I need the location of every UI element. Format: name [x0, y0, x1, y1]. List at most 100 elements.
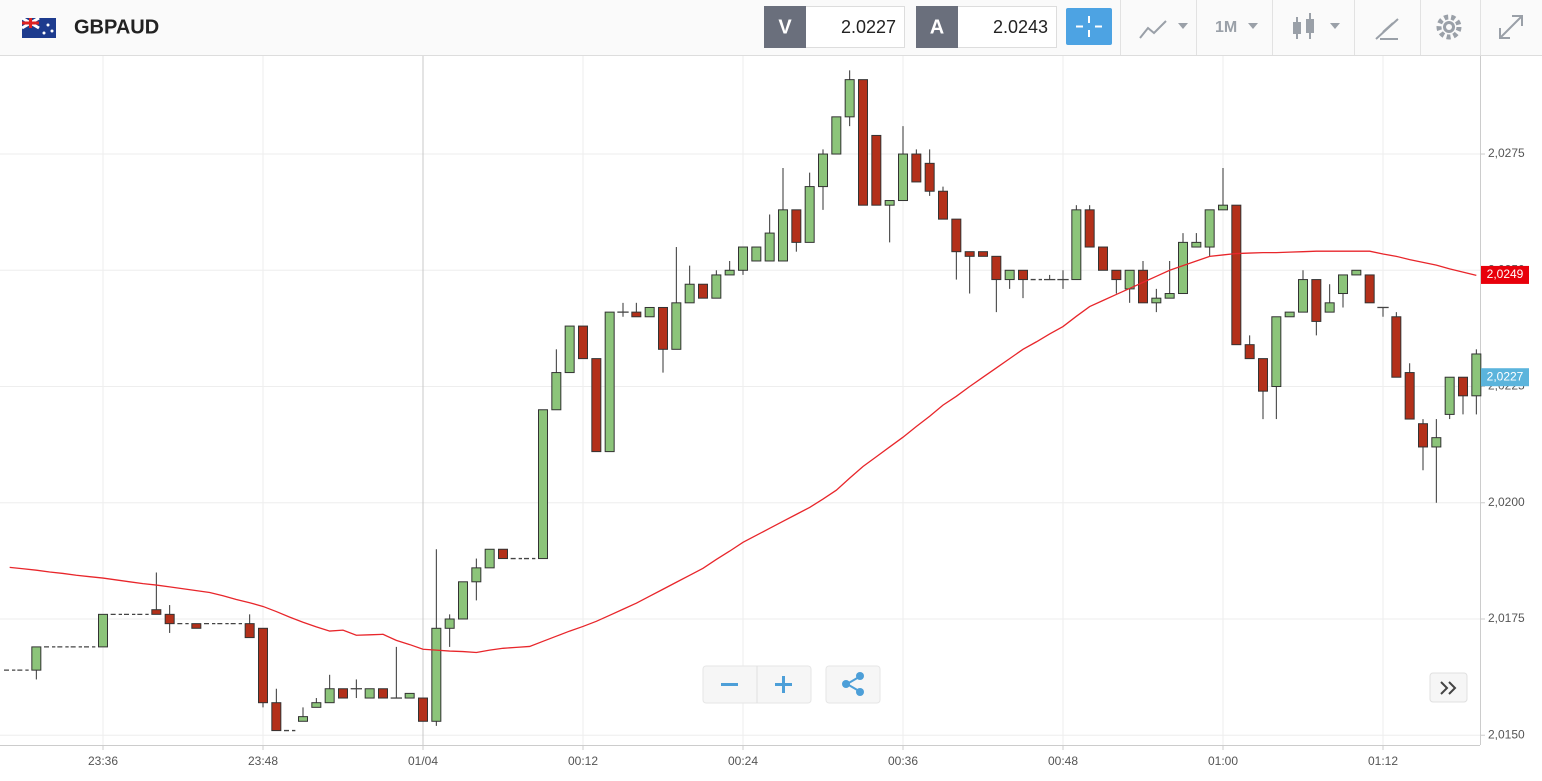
candle-body	[938, 190, 948, 220]
share-button[interactable]	[825, 665, 881, 704]
x-tick-label: 00:36	[888, 754, 918, 768]
candle-body	[831, 116, 842, 155]
candle-body	[764, 232, 775, 262]
candle-body	[1004, 269, 1015, 281]
y-tick-label: 2,0150	[1488, 727, 1525, 741]
sell-label: V	[778, 16, 792, 38]
y-tick-label: 2,0175	[1488, 611, 1525, 625]
candle-body	[271, 702, 282, 732]
candle-body	[658, 306, 668, 350]
candle-body	[1218, 204, 1228, 211]
candle-body	[564, 325, 575, 374]
candle-body	[244, 623, 255, 639]
crosshair-button[interactable]	[1066, 8, 1112, 45]
x-tick-label: 01:12	[1368, 754, 1398, 768]
candle-body	[1124, 269, 1135, 290]
candle-body	[671, 302, 682, 350]
candle-body	[1098, 246, 1108, 271]
separators	[1120, 0, 1481, 55]
timeframe[interactable]: 1M	[1215, 19, 1237, 36]
candle-body	[458, 581, 468, 620]
fullscreen-button[interactable]	[1499, 15, 1523, 39]
x-tick-label: 00:12	[568, 754, 598, 768]
settings-button[interactable]	[1436, 14, 1462, 40]
candle-body	[1244, 344, 1255, 360]
candle-body	[711, 274, 722, 299]
candle-body	[31, 646, 42, 671]
x-tick-label: 01/04	[408, 754, 438, 768]
candle-body	[724, 269, 735, 276]
candle-style-button[interactable]	[1293, 13, 1340, 39]
candle-body	[1178, 241, 1188, 295]
price-tag-label: 2,0227	[1487, 369, 1524, 383]
buy-price: 2.0243	[993, 17, 1048, 37]
candle-body	[191, 623, 202, 629]
candle-body	[858, 79, 868, 206]
candle-body	[1018, 269, 1028, 281]
candle-body	[1418, 423, 1428, 448]
candle-body	[1164, 293, 1175, 299]
candle-body	[1298, 279, 1308, 313]
candle-body	[1431, 437, 1442, 448]
candle-body	[1324, 302, 1335, 313]
candle-body	[818, 153, 828, 188]
candle-body	[1191, 241, 1202, 248]
timeframe-caret	[1248, 23, 1258, 29]
candle-body	[844, 79, 855, 118]
candle-body	[978, 251, 988, 257]
candle-body	[1111, 269, 1122, 281]
candle-body	[871, 134, 882, 206]
candle-body	[1444, 376, 1455, 415]
plot: 2,01502,01752,02002,02252,02502,027523:3…	[0, 56, 1525, 768]
candle-body	[151, 609, 162, 615]
candle-body	[431, 627, 442, 722]
drawing-button[interactable]	[1375, 18, 1399, 40]
candle-body	[311, 702, 322, 708]
candle-body	[644, 306, 655, 318]
candle-body	[538, 409, 548, 560]
candle-body	[1204, 209, 1215, 248]
candle-body	[1151, 297, 1162, 304]
candle-body	[1458, 376, 1468, 397]
candle-body	[338, 688, 348, 699]
candle-body	[1471, 353, 1482, 397]
candle-body	[898, 153, 908, 202]
price-tag	[1481, 265, 1529, 284]
x-tick-label: 23:48	[248, 754, 278, 768]
candle-body	[1284, 311, 1295, 318]
candle-body	[498, 548, 508, 560]
chart-type-button[interactable]	[1139, 20, 1188, 39]
x-tick-label: 23:36	[88, 754, 118, 768]
candle-body	[258, 627, 268, 704]
candle-body	[578, 325, 588, 360]
candle-body	[471, 567, 482, 583]
zoom-in[interactable]	[775, 676, 792, 693]
scroll-end-button[interactable]	[1429, 672, 1468, 703]
candle-body	[698, 283, 708, 299]
candle-body	[1071, 209, 1082, 281]
candle-body	[1258, 358, 1268, 392]
y-tick-label: 2,0275	[1488, 146, 1525, 160]
candle-body	[1271, 316, 1282, 388]
candle-body	[791, 209, 802, 243]
y-tick-label: 2,0200	[1488, 495, 1525, 509]
candle-body	[911, 153, 922, 183]
candle-body	[404, 692, 415, 699]
candle-body	[1084, 209, 1095, 248]
candle-body	[631, 311, 642, 318]
symbol: GBPAUD	[74, 16, 159, 38]
x-tick-label: 00:48	[1048, 754, 1078, 768]
candle-body	[164, 613, 175, 625]
candle-body	[1364, 274, 1375, 304]
zoom-controls	[702, 665, 1468, 704]
price-tag-label: 2,0249	[1487, 267, 1524, 281]
candle-body	[551, 372, 562, 411]
candle-body	[604, 311, 615, 453]
candle-body	[1231, 204, 1242, 346]
candle-body	[804, 186, 815, 243]
candle-body	[1138, 269, 1148, 304]
candle-body	[484, 548, 495, 569]
candle-body	[991, 255, 1002, 281]
candle-body	[738, 246, 748, 271]
